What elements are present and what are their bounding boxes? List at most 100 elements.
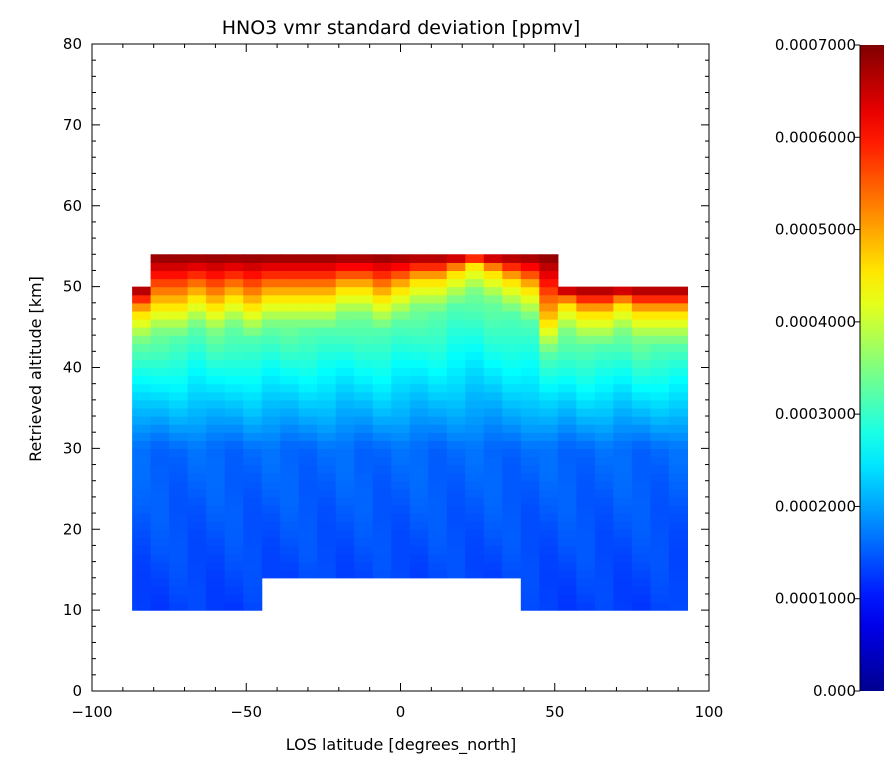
heatmap-cell — [520, 521, 540, 530]
heatmap-cell — [317, 416, 337, 425]
heatmap-cell — [502, 504, 522, 514]
heatmap-cell — [539, 343, 559, 352]
heatmap-cell — [261, 383, 281, 393]
heatmap-cell — [650, 391, 670, 401]
heatmap-cell — [520, 529, 540, 538]
heatmap-cell — [446, 464, 466, 474]
heatmap-cell — [261, 335, 281, 344]
heatmap-cell — [187, 488, 207, 498]
heatmap-cell — [594, 456, 614, 466]
heatmap-cell — [243, 472, 263, 482]
heatmap-cell — [335, 521, 355, 530]
heatmap-cell — [520, 496, 540, 506]
heatmap-cell — [576, 496, 596, 506]
heatmap-cell — [391, 391, 411, 401]
heatmap-cell — [576, 375, 596, 385]
heatmap-cell — [206, 351, 226, 361]
heatmap-cell — [372, 407, 392, 417]
heatmap-cell — [150, 391, 170, 401]
y-tick-label: 20 — [63, 520, 82, 538]
heatmap-cell — [187, 270, 207, 280]
heatmap-cell — [169, 521, 189, 530]
heatmap-cell — [557, 343, 577, 352]
heatmap-cell — [317, 318, 337, 328]
heatmap-cell — [280, 310, 300, 320]
heatmap-cell — [483, 262, 503, 272]
plot-axes: −100 −50 0 50 100 0 10 20 30 40 50 60 70 80 — [63, 35, 723, 721]
heatmap-cell — [576, 327, 596, 336]
heatmap-cell — [539, 529, 559, 538]
heatmap-cell — [668, 456, 688, 466]
heatmap-cell — [261, 270, 281, 280]
heatmap-cell — [465, 432, 485, 441]
heatmap-cell — [298, 529, 318, 538]
heatmap-cell — [631, 585, 651, 595]
heatmap-cell — [502, 391, 522, 401]
heatmap-cell — [298, 318, 318, 328]
heatmap-cell — [354, 553, 374, 563]
heatmap-cell — [446, 416, 466, 425]
heatmap-cell — [668, 593, 688, 603]
heatmap-cell — [169, 561, 189, 571]
heatmap-cell — [502, 521, 522, 530]
heatmap-cell — [224, 569, 244, 579]
heatmap-cell — [557, 472, 577, 482]
heatmap-cell — [465, 521, 485, 530]
heatmap-cell — [317, 270, 337, 280]
heatmap-cell — [650, 593, 670, 603]
heatmap-cell — [502, 294, 522, 304]
heatmap-cell — [557, 593, 577, 603]
heatmap-cell — [243, 537, 263, 547]
heatmap-cell — [520, 448, 540, 458]
heatmap-cell — [372, 286, 392, 296]
heatmap-cell — [280, 521, 300, 530]
heatmap-cell — [409, 254, 429, 263]
heatmap-cell — [206, 286, 226, 296]
heatmap-cell — [280, 488, 300, 498]
heatmap-cell — [372, 416, 392, 425]
heatmap-cell — [483, 391, 503, 401]
heatmap-cell — [261, 432, 281, 441]
heatmap-cell — [261, 359, 281, 369]
heatmap-cell — [224, 310, 244, 320]
heatmap-cell — [243, 375, 263, 385]
heatmap-cell — [428, 440, 448, 449]
heatmap-cell — [520, 318, 540, 328]
heatmap-cell — [169, 359, 189, 369]
heatmap-cell — [650, 488, 670, 498]
heatmap-cell — [132, 375, 152, 385]
heatmap-cell — [631, 440, 651, 449]
heatmap-cell — [132, 351, 152, 361]
heatmap-cell — [372, 359, 392, 369]
heatmap-cell — [594, 504, 614, 514]
heatmap-cell — [576, 488, 596, 498]
heatmap-cell — [483, 254, 503, 263]
heatmap-cell — [298, 367, 318, 377]
heatmap-cell — [409, 416, 429, 425]
heatmap-cell — [668, 577, 688, 587]
heatmap-cell — [539, 424, 559, 433]
heatmap-cell — [483, 553, 503, 563]
heatmap-cell — [446, 432, 466, 441]
heatmap-cell — [539, 375, 559, 385]
heatmap-cell — [335, 416, 355, 425]
heatmap-cell — [243, 561, 263, 571]
heatmap-cell — [391, 569, 411, 579]
heatmap-cell — [391, 464, 411, 474]
heatmap-cell — [261, 480, 281, 490]
heatmap-cell — [631, 310, 651, 320]
heatmap-column — [391, 254, 411, 579]
heatmap-cell — [502, 569, 522, 579]
heatmap-cell — [354, 278, 374, 288]
heatmap-cell — [576, 318, 596, 328]
heatmap-cell — [576, 480, 596, 490]
heatmap-cell — [613, 521, 633, 530]
heatmap-cell — [557, 569, 577, 579]
heatmap-cell — [631, 302, 651, 312]
heatmap-cell — [150, 472, 170, 482]
heatmap-cell — [483, 537, 503, 547]
heatmap-cell — [576, 383, 596, 393]
heatmap-cell — [206, 262, 226, 272]
heatmap-cell — [576, 537, 596, 547]
